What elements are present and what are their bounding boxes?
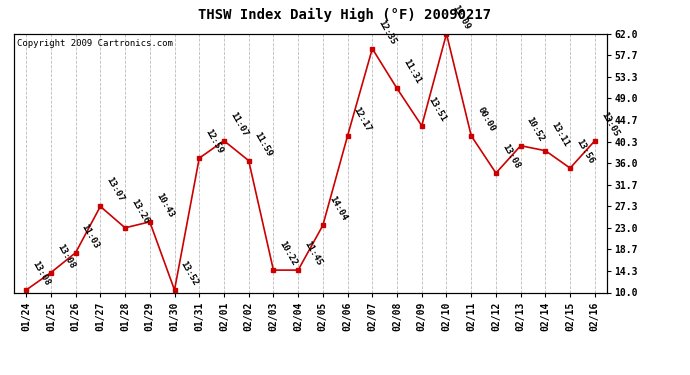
Text: 13:08: 13:08 xyxy=(30,260,52,287)
Text: 11:03: 11:03 xyxy=(80,222,101,250)
Text: 11:07: 11:07 xyxy=(228,110,249,138)
Text: 10:43: 10:43 xyxy=(154,191,175,219)
Text: 10:22: 10:22 xyxy=(277,240,299,267)
Text: 11:45: 11:45 xyxy=(302,240,324,267)
Text: 12:17: 12:17 xyxy=(352,105,373,133)
Text: 13:52: 13:52 xyxy=(179,260,200,287)
Text: 13:05: 13:05 xyxy=(599,110,620,138)
Text: 12:35: 12:35 xyxy=(377,18,397,46)
Text: 13:26: 13:26 xyxy=(129,197,150,225)
Text: 13:07: 13:07 xyxy=(104,176,126,204)
Text: 11:59: 11:59 xyxy=(253,130,274,158)
Text: 13:56: 13:56 xyxy=(574,138,595,165)
Text: 00:00: 00:00 xyxy=(475,105,497,133)
Text: Copyright 2009 Cartronics.com: Copyright 2009 Cartronics.com xyxy=(17,39,172,48)
Text: 12:59: 12:59 xyxy=(204,128,225,155)
Text: 13:08: 13:08 xyxy=(55,242,77,270)
Text: 10:52: 10:52 xyxy=(525,115,546,143)
Text: 14:04: 14:04 xyxy=(327,195,348,222)
Text: THSW Index Daily High (°F) 20090217: THSW Index Daily High (°F) 20090217 xyxy=(199,8,491,22)
Text: 13:51: 13:51 xyxy=(426,95,447,123)
Text: 13:08: 13:08 xyxy=(500,142,522,170)
Text: 13:11: 13:11 xyxy=(549,120,571,148)
Text: 11:09: 11:09 xyxy=(451,3,472,31)
Text: 11:31: 11:31 xyxy=(401,58,422,86)
